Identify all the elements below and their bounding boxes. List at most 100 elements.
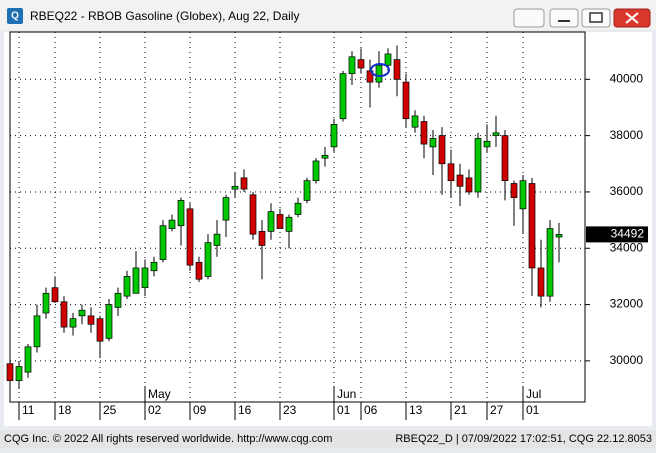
candle-body	[375, 64, 383, 83]
candle-body	[510, 183, 518, 198]
app-icon-glyph: Q	[11, 11, 19, 22]
candle-body	[60, 301, 68, 328]
candle-body	[213, 233, 221, 246]
candle-body	[321, 154, 329, 159]
candle-body	[258, 231, 266, 246]
y-tick-label: 40000	[610, 71, 644, 85]
last-price-label: 34492	[611, 227, 645, 241]
link-button[interactable]	[513, 8, 545, 28]
x-tick-label: 21	[454, 403, 468, 417]
footer-right: RBEQ22_D | 07/09/2022 17:02:51, CQG 22.1…	[395, 433, 652, 445]
candle-body	[240, 177, 248, 190]
x-tick-label: 06	[364, 403, 378, 417]
x-tick-label: 02	[148, 403, 162, 417]
candle-body	[195, 261, 203, 280]
candle-body	[141, 267, 149, 289]
x-tick-label: 25	[103, 403, 117, 417]
status-bar	[0, 430, 656, 448]
y-tick-label: 38000	[610, 128, 644, 142]
maximize-button[interactable]	[581, 8, 611, 28]
candle-body	[132, 267, 140, 294]
annotation-ellipse	[370, 63, 390, 77]
month-label: Jul	[526, 387, 541, 401]
candle-body	[267, 211, 275, 232]
app-icon	[7, 8, 23, 24]
candle-body	[78, 309, 86, 317]
candle-body	[483, 140, 491, 148]
candle-body	[177, 200, 185, 227]
month-label: May	[148, 387, 171, 401]
x-tick-label: 01	[526, 403, 540, 417]
candle-body	[96, 318, 104, 342]
y-tick-label: 32000	[610, 297, 644, 311]
y-tick-label: 34000	[610, 240, 644, 254]
candle-body	[294, 202, 302, 215]
candle-body	[420, 121, 428, 145]
candle-body	[519, 180, 527, 210]
candle-body	[204, 242, 212, 277]
candle-body	[105, 304, 113, 339]
candle-body	[222, 197, 230, 221]
candle-body	[312, 160, 320, 182]
candle-body	[438, 135, 446, 165]
candle-body	[555, 234, 563, 238]
candle-body	[69, 318, 77, 328]
candle-body	[366, 70, 374, 83]
candle-body	[114, 292, 122, 308]
candle-body	[231, 185, 239, 190]
maximize-glyph	[589, 12, 603, 23]
x-tick-label: 09	[193, 403, 207, 417]
title-bar	[0, 0, 656, 30]
x-tick-label: 27	[490, 403, 504, 417]
candle-body	[447, 163, 455, 182]
candle-body	[33, 315, 41, 348]
candle-body	[402, 81, 410, 120]
candle-body	[465, 177, 473, 193]
candle-body	[357, 59, 365, 69]
window-title: RBEQ22 - RBOB Gasoline (Globex), Aug 22,…	[30, 9, 299, 23]
candle-body	[123, 276, 131, 297]
candle-body	[159, 225, 167, 260]
candle-body	[411, 115, 419, 128]
candle-body	[150, 261, 158, 272]
candle-body	[330, 124, 338, 148]
x-tick-label: 18	[58, 403, 72, 417]
candle-body	[15, 366, 23, 381]
candle-body	[429, 138, 437, 148]
candle-body	[6, 363, 14, 381]
x-tick-label: 13	[409, 403, 423, 417]
x-tick-label: 23	[283, 403, 297, 417]
minimize-button[interactable]	[549, 8, 579, 28]
candle-body	[303, 180, 311, 201]
candle-body	[528, 183, 536, 269]
candle-body	[276, 214, 284, 229]
candle-body	[501, 135, 509, 182]
candle-body	[168, 219, 176, 229]
candle-body	[474, 138, 482, 193]
close-glyph	[625, 12, 639, 24]
candle-body	[42, 292, 50, 314]
candle-body	[456, 174, 464, 187]
x-tick-label: 16	[238, 403, 252, 417]
candle-body	[87, 315, 95, 325]
candle-body	[384, 53, 392, 66]
candle-body	[186, 208, 194, 266]
y-tick-label: 30000	[610, 353, 644, 367]
footer-left: CQG Inc. © 2022 All rights reserved worl…	[4, 433, 332, 445]
last-price-box	[586, 226, 648, 243]
candle-body	[546, 228, 554, 297]
candle-body	[348, 56, 356, 75]
candle-body	[393, 59, 401, 80]
candle-body	[24, 346, 32, 373]
candle-body	[492, 132, 500, 136]
y-tick-label: 36000	[610, 184, 644, 198]
candle-body	[51, 287, 59, 303]
x-tick-label: 01	[337, 403, 351, 417]
candle-body	[249, 194, 257, 235]
candle-body	[339, 73, 347, 120]
x-tick-label: 11	[22, 403, 35, 417]
candle-body	[285, 216, 293, 232]
candle-body	[537, 267, 545, 297]
month-label: Jun	[337, 387, 356, 401]
